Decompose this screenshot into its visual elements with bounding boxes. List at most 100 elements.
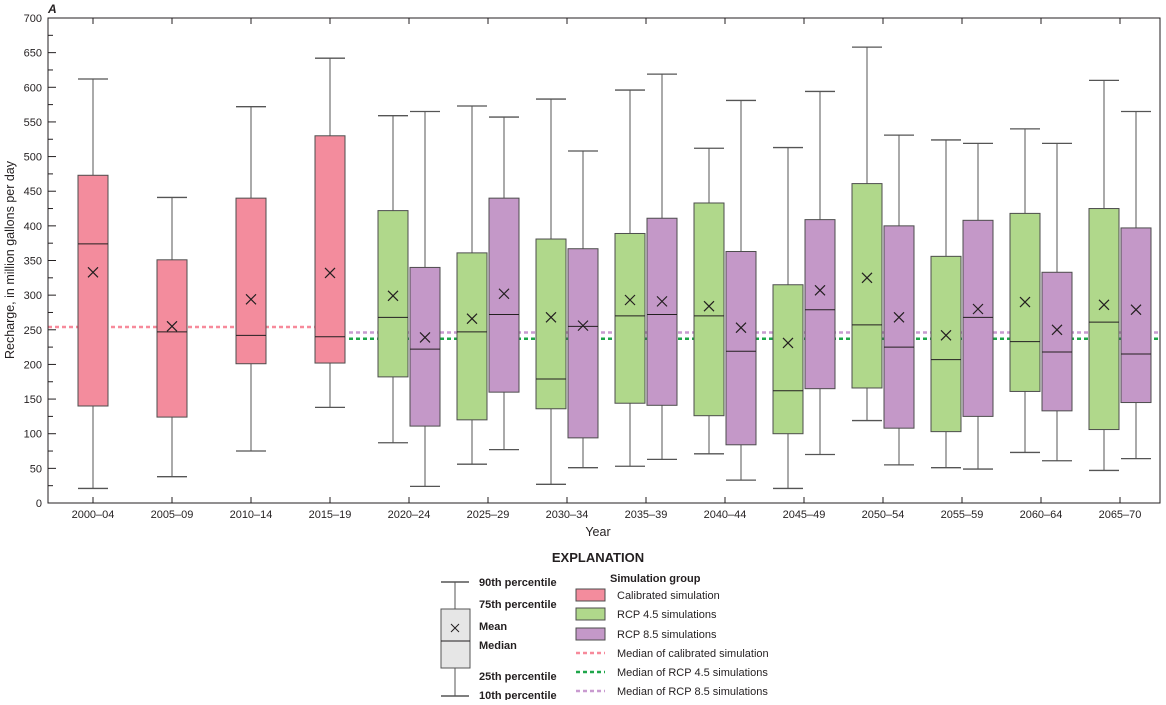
iqr-box	[1120, 227, 1152, 404]
iqr-box	[156, 259, 188, 418]
iqr-box	[488, 197, 520, 393]
key-median-label: Median	[479, 640, 517, 652]
x-tick-label: 2010–14	[230, 509, 273, 521]
legend-group-heading: Simulation group	[610, 573, 701, 585]
legend-line-label-1: Median of calibrated simulation	[617, 648, 769, 660]
key-box	[440, 608, 471, 669]
x-tick-label: 2030–34	[546, 509, 589, 521]
box-rcp-8-5-simulations	[725, 99, 757, 481]
box-rcp-8-5-simulations	[567, 150, 599, 469]
legend-line-label-3: Median of RCP 8.5 simulations	[617, 686, 768, 698]
x-tick-label: 2035–39	[625, 509, 668, 521]
box-rcp-4-5-simulations	[535, 98, 567, 485]
y-tick-label: 0	[36, 498, 42, 510]
y-tick-label: 600	[24, 82, 42, 94]
iqr-box	[614, 232, 646, 404]
iqr-box	[535, 238, 567, 410]
mean-marker	[814, 284, 826, 296]
box-calibrated-simulation	[77, 78, 109, 490]
x-tick-label: 2005–09	[151, 509, 194, 521]
y-tick-label: 650	[24, 48, 42, 60]
iqr-box	[314, 135, 346, 364]
key-p10-label: 10th percentile	[479, 690, 557, 700]
mean-marker	[1019, 296, 1031, 308]
box-rcp-8-5-simulations	[804, 90, 836, 456]
key-mean-marker	[450, 623, 460, 633]
iqr-box	[930, 255, 962, 433]
legend: EXPLANATION 90th percentile 75th percent…	[440, 550, 769, 702]
mean-marker	[87, 266, 99, 278]
box-rcp-8-5-simulations	[962, 142, 994, 470]
y-tick-label: 250	[24, 325, 42, 337]
iqr-box	[377, 210, 409, 378]
key-p90-label: 90th percentile	[479, 577, 557, 589]
x-tick-label: 2000–04	[72, 509, 115, 521]
x-tick-label: 2050–54	[862, 509, 905, 521]
iqr-box	[851, 183, 883, 389]
box-rcp-4-5-simulations	[614, 89, 646, 467]
iqr-box	[409, 266, 441, 427]
mean-marker	[466, 313, 478, 325]
key-p25-label: 25th percentile	[479, 671, 557, 683]
box-rcp-4-5-simulations	[1088, 79, 1120, 472]
y-tick-label: 500	[24, 152, 42, 164]
y-tick-label: 350	[24, 256, 42, 268]
mean-marker	[324, 267, 336, 279]
iqr-box	[1041, 271, 1073, 412]
box-rcp-4-5-simulations	[772, 146, 804, 490]
mean-marker	[545, 311, 557, 323]
x-tick-label: 2055–59	[941, 509, 984, 521]
box-calibrated-simulation	[314, 57, 346, 409]
iqr-box	[804, 219, 836, 390]
box-rcp-4-5-simulations	[1009, 128, 1041, 454]
x-tick-label: 2060–64	[1020, 509, 1063, 521]
box-rcp-4-5-simulations	[456, 105, 488, 465]
iqr-box	[693, 202, 725, 417]
mean-marker	[624, 294, 636, 306]
mean-marker	[1051, 324, 1063, 336]
x-axis-label: Year	[585, 525, 610, 539]
iqr-box	[456, 252, 488, 421]
legend-label-2: RCP 4.5 simulations	[617, 609, 717, 621]
y-tick-label: 700	[24, 13, 42, 25]
panel-label: A	[47, 2, 57, 16]
legend-label-1: Calibrated simulation	[617, 590, 720, 602]
iqr-box	[725, 250, 757, 446]
mean-marker	[782, 337, 794, 349]
x-tick-label: 2020–24	[388, 509, 431, 521]
x-tick-label: 2040–44	[704, 509, 747, 521]
mean-marker	[498, 288, 510, 300]
box-rcp-4-5-simulations	[930, 139, 962, 469]
mean-marker	[1098, 299, 1110, 311]
key-mean-label: Mean	[479, 621, 507, 633]
mean-marker	[577, 320, 589, 332]
mean-marker	[1130, 304, 1142, 316]
box-rcp-8-5-simulations	[488, 116, 520, 451]
box-rcp-8-5-simulations	[883, 134, 915, 466]
box-rcp-4-5-simulations	[693, 147, 725, 455]
y-tick-label: 100	[24, 429, 42, 441]
x-tick-label: 2015–19	[309, 509, 352, 521]
x-tick-label: 2045–49	[783, 509, 826, 521]
mean-marker	[387, 290, 399, 302]
box-rcp-4-5-simulations	[851, 46, 883, 422]
iqr-box	[772, 284, 804, 435]
iqr-box	[235, 197, 267, 365]
mean-marker	[419, 331, 431, 343]
mean-marker	[972, 303, 984, 315]
mean-marker	[861, 272, 873, 284]
legend-title: EXPLANATION	[552, 550, 644, 565]
y-tick-label: 450	[24, 186, 42, 198]
box-rcp-8-5-simulations	[409, 110, 441, 488]
iqr-box	[883, 225, 915, 429]
key-p75-label: 75th percentile	[479, 599, 557, 611]
y-tick-label: 400	[24, 221, 42, 233]
x-tick-label: 2025–29	[467, 509, 510, 521]
mean-marker	[245, 293, 257, 305]
y-tick-label: 550	[24, 117, 42, 129]
box-rcp-8-5-simulations	[1120, 110, 1152, 460]
mean-marker	[656, 295, 668, 307]
x-tick-label: 2065–70	[1099, 509, 1142, 521]
box-rcp-8-5-simulations	[646, 73, 678, 461]
